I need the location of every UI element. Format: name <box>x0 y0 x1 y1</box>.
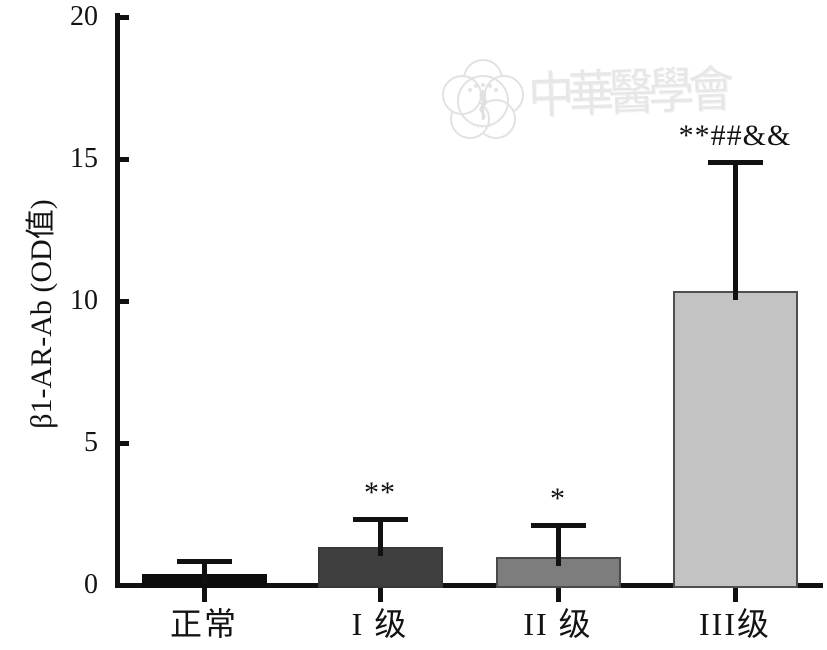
x-tick-mark <box>732 588 738 602</box>
error-bar-cap <box>530 522 586 528</box>
x-category-label: III级 <box>699 606 771 642</box>
error-bar-cap <box>352 516 408 522</box>
x-tick-mark <box>555 588 561 602</box>
cma-logo-watermark-icon <box>442 59 524 139</box>
y-tick-label: 15 <box>70 143 98 174</box>
x-tick-mark <box>201 588 207 602</box>
x-axis-line <box>115 583 823 588</box>
error-bar-line <box>555 522 561 566</box>
error-bar-line <box>377 516 383 556</box>
error-bar-line <box>201 559 207 583</box>
y-tick-mark <box>119 441 129 446</box>
significance-annotation: **##&& <box>678 119 792 153</box>
x-category-label: I 级 <box>351 606 409 642</box>
error-bar-line <box>732 160 738 301</box>
bar <box>672 291 798 588</box>
y-tick-label: 5 <box>84 427 98 458</box>
y-tick-label: 10 <box>70 285 98 316</box>
y-tick-label: 20 <box>70 1 98 32</box>
y-axis-line <box>115 13 120 588</box>
watermark-text: 中華醫學會 <box>527 61 730 124</box>
y-tick-mark <box>119 157 129 162</box>
x-category-label: II 级 <box>523 606 593 642</box>
error-bar-cap <box>176 559 232 565</box>
y-tick-mark <box>119 299 129 304</box>
error-bar-cap <box>707 160 763 166</box>
x-category-label: 正常 <box>169 606 238 642</box>
x-tick-mark <box>377 588 383 602</box>
y-tick-label: 0 <box>84 569 98 600</box>
significance-annotation: ** <box>364 475 396 509</box>
significance-annotation: * <box>550 481 566 515</box>
y-tick-mark <box>119 15 129 20</box>
